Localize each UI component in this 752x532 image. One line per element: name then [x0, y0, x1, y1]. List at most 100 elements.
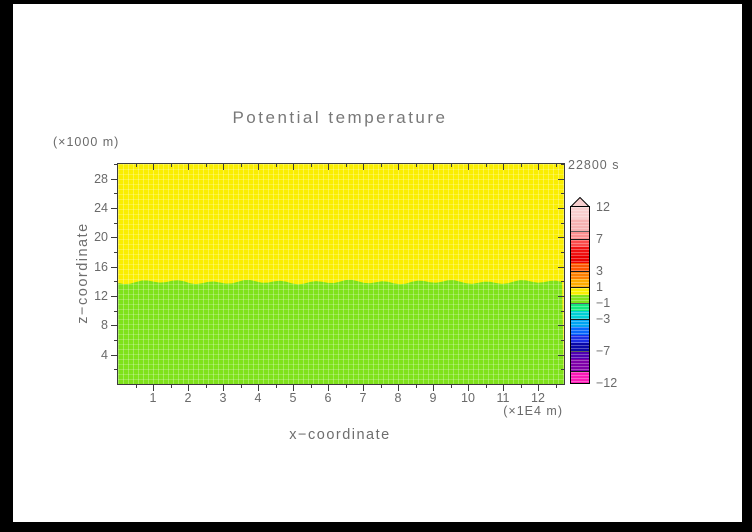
x-minor-tick-bottom [381, 385, 382, 388]
x-minor-tick-bottom [206, 385, 207, 388]
x-tick-label: 12 [531, 391, 545, 405]
x-minor-tick-top [556, 164, 557, 167]
x-major-tick-bottom [293, 385, 294, 391]
y-major-tick-right [558, 237, 564, 238]
heatmap-field [118, 164, 564, 384]
figure-page: Potential temperature (×1000 m) 22800 s … [13, 4, 742, 522]
y-major-tick-left [111, 237, 117, 238]
x-major-tick-bottom [433, 385, 434, 391]
colorbar-tick-label: −3 [596, 312, 611, 326]
colorbar-segment [571, 351, 589, 359]
x-major-tick-top [328, 164, 329, 170]
timestamp-label: 22800 s [568, 158, 620, 172]
y-tick-label: 28 [94, 172, 108, 186]
x-major-tick-bottom [538, 385, 539, 391]
x-minor-tick-bottom [486, 385, 487, 388]
x-minor-tick-top [276, 164, 277, 167]
x-minor-tick-bottom [556, 385, 557, 388]
colorbar-segment [571, 359, 589, 371]
colorbar-segment [571, 207, 589, 219]
colorbar-tick-label: −1 [596, 296, 611, 310]
y-tick-label: 12 [94, 289, 108, 303]
chart-title: Potential temperature [232, 108, 448, 127]
y-minor-tick-right [561, 369, 564, 370]
colorbar-segment [571, 239, 589, 247]
y-minor-tick-left [114, 340, 117, 341]
x-tick-label: 1 [149, 391, 157, 405]
y-major-tick-right [558, 179, 564, 180]
x-major-tick-top [538, 164, 539, 170]
x-tick-label: 5 [289, 391, 297, 405]
x-minor-tick-top [311, 164, 312, 167]
x-minor-tick-bottom [276, 385, 277, 388]
x-minor-tick-bottom [171, 385, 172, 388]
y-major-tick-left [111, 267, 117, 268]
x-axis-title: x−coordinate [289, 427, 391, 443]
x-major-tick-bottom [223, 385, 224, 391]
colorbar-segment [571, 219, 589, 231]
x-major-tick-bottom [468, 385, 469, 391]
lower-layer-fill [118, 279, 564, 384]
colorbar-segment [571, 263, 589, 271]
y-major-tick-right [558, 208, 564, 209]
x-major-tick-top [153, 164, 154, 170]
y-minor-tick-right [561, 164, 564, 165]
x-minor-tick-bottom [136, 385, 137, 388]
x-minor-tick-top [381, 164, 382, 167]
y-minor-tick-left [114, 281, 117, 282]
x-minor-tick-top [136, 164, 137, 167]
colorbar-segment [571, 327, 589, 335]
x-minor-tick-bottom [241, 385, 242, 388]
y-minor-tick-left [114, 164, 117, 165]
x-major-tick-top [293, 164, 294, 170]
x-major-tick-top [188, 164, 189, 170]
colorbar-segment [571, 287, 589, 295]
x-tick-label: 7 [359, 391, 367, 405]
colorbar-tick-label: 12 [596, 200, 610, 214]
y-minor-tick-right [561, 252, 564, 253]
y-major-tick-right [558, 355, 564, 356]
y-minor-tick-right [561, 223, 564, 224]
colorbar-segment [571, 295, 589, 303]
x-minor-tick-top [346, 164, 347, 167]
x-major-tick-top [258, 164, 259, 170]
x-minor-tick-top [486, 164, 487, 167]
colorbar [570, 206, 590, 384]
y-minor-tick-left [114, 311, 117, 312]
colorbar-segment [571, 371, 589, 383]
colorbar-tick-label: 3 [596, 264, 603, 278]
x-major-tick-bottom [188, 385, 189, 391]
colorbar-segment [571, 231, 589, 239]
colorbar-segment [571, 247, 589, 255]
x-tick-label: 4 [254, 391, 262, 405]
x-minor-tick-top [171, 164, 172, 167]
colorbar-segment [571, 335, 589, 343]
y-minor-tick-left [114, 223, 117, 224]
x-tick-label: 3 [219, 391, 227, 405]
colorbar-segment [571, 303, 589, 311]
x-major-tick-top [223, 164, 224, 170]
y-minor-tick-right [561, 340, 564, 341]
x-axis-unit: (×1E4 m) [503, 404, 563, 418]
y-axis-unit: (×1000 m) [53, 135, 120, 149]
colorbar-tick-label: 7 [596, 232, 603, 246]
colorbar-segment [571, 271, 589, 279]
y-tick-label: 20 [94, 230, 108, 244]
x-tick-label: 6 [324, 391, 332, 405]
colorbar-segment [571, 343, 589, 351]
colorbar-tick-label: −12 [596, 376, 618, 390]
x-tick-label: 11 [496, 391, 510, 405]
colorbar-tick-label: −7 [596, 344, 611, 358]
y-major-tick-right [558, 296, 564, 297]
colorbar-segment [571, 255, 589, 263]
y-major-tick-left [111, 355, 117, 356]
y-minor-tick-left [114, 369, 117, 370]
y-minor-tick-left [114, 193, 117, 194]
x-minor-tick-top [451, 164, 452, 167]
x-minor-tick-top [206, 164, 207, 167]
y-tick-label: 8 [101, 318, 108, 332]
x-tick-label: 2 [184, 391, 192, 405]
y-axis-title: z−coordinate [75, 222, 91, 324]
x-minor-tick-bottom [346, 385, 347, 388]
